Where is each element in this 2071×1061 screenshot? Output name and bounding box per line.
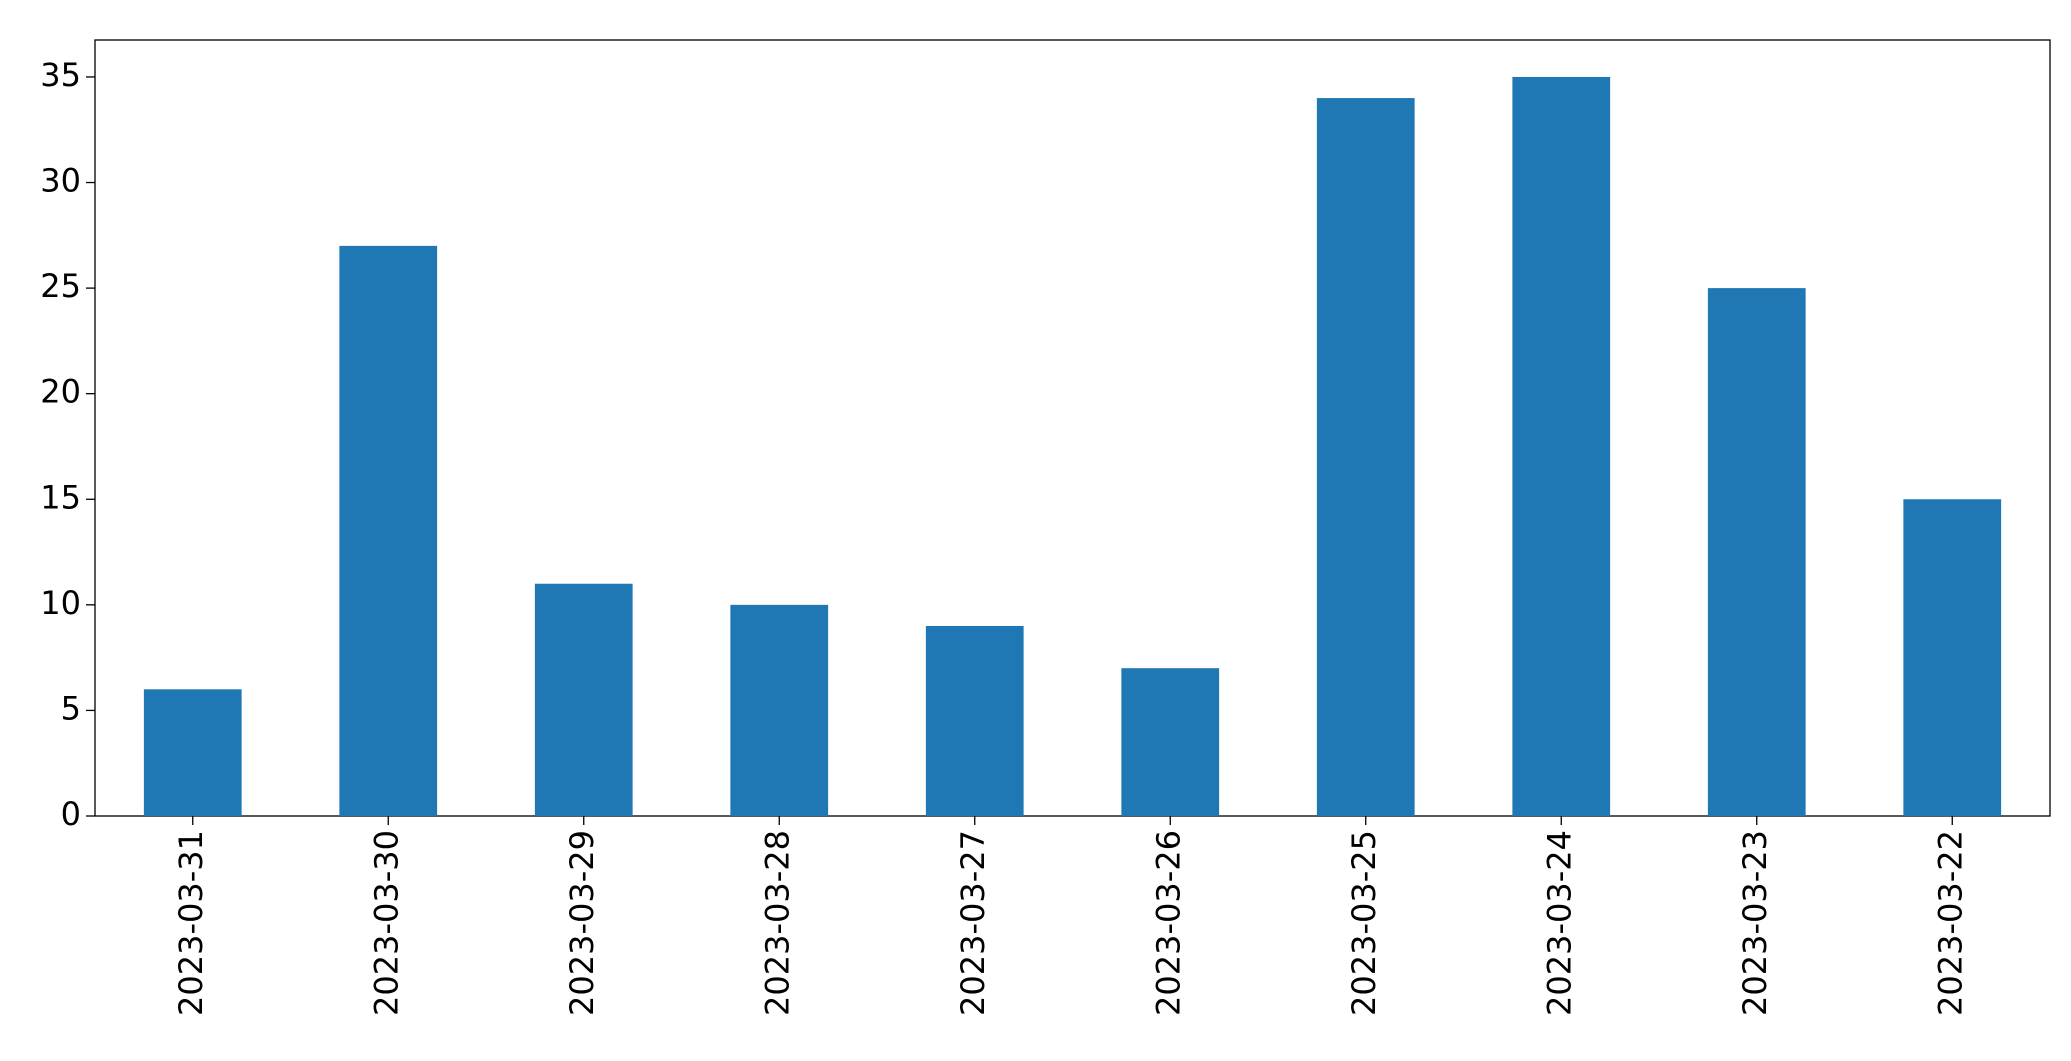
x-tick-label: 2023-03-29: [563, 830, 601, 1016]
bar: [1121, 668, 1220, 816]
bar: [534, 583, 633, 816]
bar: [339, 245, 438, 816]
y-tick-label: 10: [40, 584, 81, 622]
bar: [143, 689, 242, 816]
bar: [1512, 76, 1611, 816]
y-tick-label: 25: [40, 267, 81, 305]
x-tick-label: 2023-03-23: [1736, 830, 1774, 1016]
x-tick-label: 2023-03-31: [172, 830, 210, 1016]
x-tick-label: 2023-03-25: [1345, 830, 1383, 1016]
axes-frame: [94, 39, 2051, 817]
bar: [925, 625, 1024, 816]
bar: [1903, 499, 2002, 816]
y-tick-label: 0: [61, 795, 81, 833]
x-tick-label: 2023-03-27: [954, 830, 992, 1016]
y-tick-label: 20: [40, 373, 81, 411]
y-tick-label: 30: [40, 162, 81, 200]
bar: [730, 604, 829, 816]
y-tick-label: 15: [40, 478, 81, 516]
bar: [1316, 98, 1415, 817]
y-tick-label: 5: [61, 689, 81, 727]
y-tick-label: 35: [40, 56, 81, 94]
x-tick-label: 2023-03-28: [758, 830, 796, 1016]
bar: [1707, 288, 1806, 816]
x-tick-label: 2023-03-30: [367, 830, 405, 1016]
x-tick-label: 2023-03-26: [1149, 830, 1187, 1016]
x-tick-label: 2023-03-22: [1931, 830, 1969, 1016]
x-tick-label: 2023-03-24: [1540, 830, 1578, 1016]
